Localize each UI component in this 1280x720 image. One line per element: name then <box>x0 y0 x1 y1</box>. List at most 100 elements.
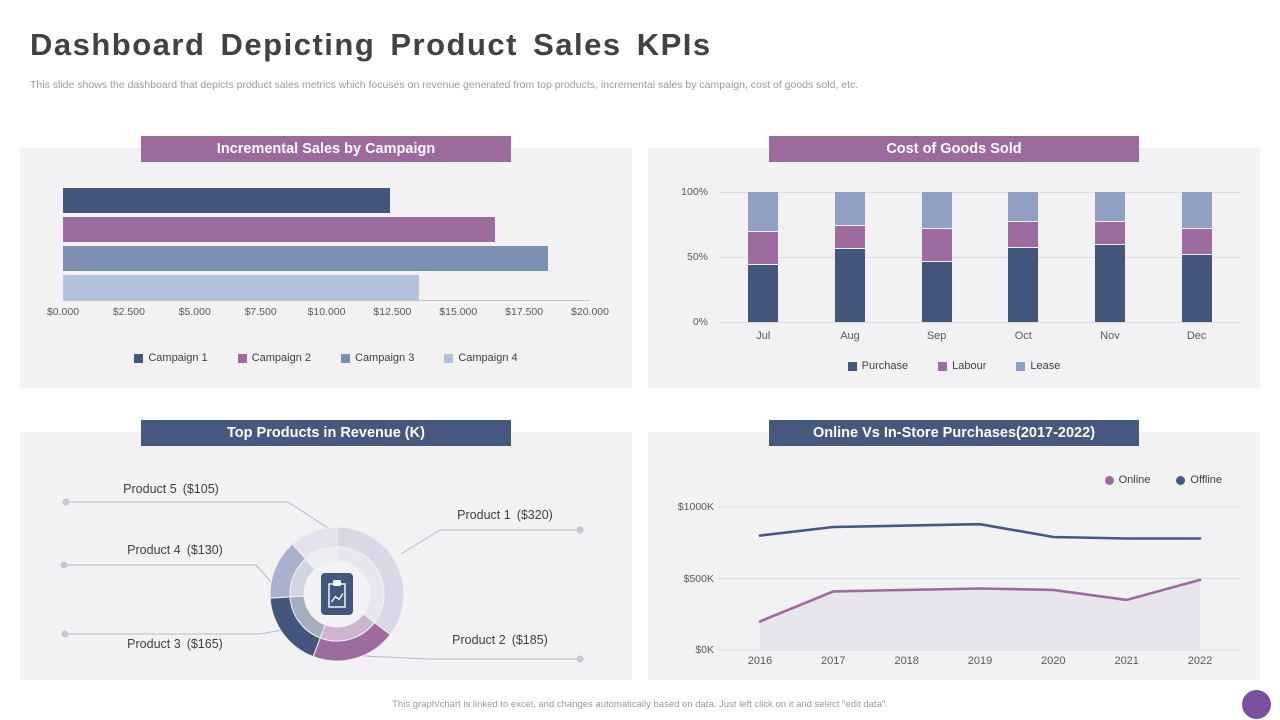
column-dec <box>1181 192 1212 322</box>
segment-lease <box>834 192 865 225</box>
x-axis-label: Aug <box>840 330 860 342</box>
page-subtitle: This slide shows the dashboard that depi… <box>30 79 859 91</box>
legend-dot <box>1104 475 1114 485</box>
leader-dot <box>576 655 584 663</box>
legend-label: Campaign 3 <box>355 352 415 364</box>
product-label-5: Product 5 ($105) <box>86 482 256 496</box>
legend-item-campaign-1: Campaign 1 <box>134 352 208 364</box>
leader-line <box>400 529 580 555</box>
gridline <box>720 322 1240 323</box>
segment-labour <box>834 224 865 248</box>
segment-labour <box>1094 220 1125 244</box>
product-name: Product 1 <box>457 508 511 522</box>
leader-line <box>64 564 272 583</box>
panel-cost-of-goods-sold: Cost of Goods Sold 100% 50% 0% Jul Aug Sep Oc… <box>648 136 1260 388</box>
legend-label: Labour <box>952 360 987 372</box>
segment-purchase <box>1008 246 1039 322</box>
x-tick-label: $5.000 <box>178 306 211 318</box>
donut-chart <box>269 526 405 662</box>
segment-labour <box>748 231 779 264</box>
bar-campaign-1 <box>63 188 390 213</box>
y-axis-label: 100% <box>681 186 708 198</box>
x-tick-label: $7.500 <box>244 306 277 318</box>
cogs-legend: Purchase Labour Lease <box>648 360 1260 372</box>
legend-item-lease: Lease <box>1016 360 1060 372</box>
campaign-x-ticks: $0.000 $2.500 $5.000 $7.500 $10.000 $12.500 $1… <box>47 306 609 320</box>
legend-swatch <box>134 353 144 363</box>
x-axis-label: Jul <box>756 330 771 342</box>
line-online <box>758 578 1202 623</box>
legend-item-offline: Offline <box>1176 474 1222 486</box>
segment-labour <box>1008 220 1039 247</box>
legend-label: Campaign 1 <box>148 352 208 364</box>
product-value: ($105) <box>182 482 219 496</box>
segment-purchase <box>1181 254 1212 322</box>
legend-label: Online <box>1118 474 1151 486</box>
y-axis-label: 0% <box>692 316 708 328</box>
purchases-legend: Online Offline <box>1104 474 1222 486</box>
leader-dot <box>60 561 68 569</box>
segment-purchase <box>748 263 779 322</box>
product-label-2: Product 2 ($185) <box>415 633 585 647</box>
x-axis-label: Nov <box>1100 330 1120 342</box>
page-title: Dashboard Depicting Product Sales KPIs <box>30 27 712 62</box>
bar-campaign-3 <box>63 246 548 271</box>
segment-purchase <box>834 247 865 322</box>
legend-item-campaign-4: Campaign 4 <box>444 352 518 364</box>
cogs-columns <box>720 192 1240 322</box>
campaign-bars <box>63 188 590 304</box>
legend-swatch <box>1016 361 1026 371</box>
x-tick-label: $12.500 <box>373 306 412 318</box>
gridline <box>720 257 1240 258</box>
x-tick-label: $15.000 <box>439 306 478 318</box>
area-online <box>760 579 1200 650</box>
legend-label: Lease <box>1030 360 1061 372</box>
campaign-x-axis <box>63 300 590 301</box>
segment-lease <box>1094 192 1125 221</box>
legend-item-campaign-2: Campaign 2 <box>237 352 311 364</box>
segment-lease <box>921 192 952 229</box>
segment-purchase <box>921 260 952 322</box>
column-oct <box>1008 192 1039 322</box>
leader-dot <box>62 498 70 506</box>
segment-labour <box>1181 228 1212 255</box>
product-label-1: Product 1 ($320) <box>420 508 590 522</box>
panel-title-online-instore: Online Vs In-Store Purchases(2017-2022) <box>769 420 1139 446</box>
panel-incremental-sales: Incremental Sales by Campaign $0.000 $2.5… <box>20 136 632 388</box>
x-tick-label: $0.000 <box>46 306 80 318</box>
cogs-plot <box>720 192 1240 323</box>
product-name: Product 4 <box>127 543 181 557</box>
column-jul <box>748 192 779 322</box>
segment-lease <box>748 192 779 231</box>
x-axis-label: Sep <box>926 330 947 342</box>
cogs-y-labels: 100% 50% 0% <box>656 186 708 328</box>
y-axis-label: 50% <box>686 251 708 263</box>
product-value: ($165) <box>186 637 223 651</box>
x-tick-label: $10.000 <box>307 306 346 318</box>
corner-decoration-circle <box>1242 690 1271 719</box>
x-axis-label: Oct <box>1014 330 1032 342</box>
x-tick-label: $17.500 <box>505 306 544 318</box>
panel-title-cogs: Cost of Goods Sold <box>769 136 1139 162</box>
leader-dot <box>61 630 69 638</box>
gridline <box>720 192 1240 193</box>
segment-labour <box>921 228 952 261</box>
product-name: Product 2 <box>452 633 506 647</box>
donut-inner-segment-product-5 <box>304 546 338 571</box>
legend-item-labour: Labour <box>938 360 986 372</box>
column-aug <box>834 192 865 322</box>
campaign-legend: Campaign 1 Campaign 2 Campaign 3 Campaign 4 <box>20 352 632 364</box>
bar-campaign-2 <box>63 217 496 242</box>
segment-lease <box>1181 192 1212 229</box>
column-sep <box>921 192 952 322</box>
purchases-line-chart <box>718 506 1242 651</box>
legend-label: Campaign 4 <box>458 352 518 364</box>
product-name: Product 3 <box>127 637 181 651</box>
legend-label: Offline <box>1190 474 1222 486</box>
product-value: ($185) <box>511 633 548 647</box>
legend-swatch <box>847 361 857 371</box>
x-tick-label: $20.000 <box>571 306 609 318</box>
product-value: ($320) <box>516 508 553 522</box>
footer-note: This graph/chart is linked to excel, and… <box>392 699 888 710</box>
